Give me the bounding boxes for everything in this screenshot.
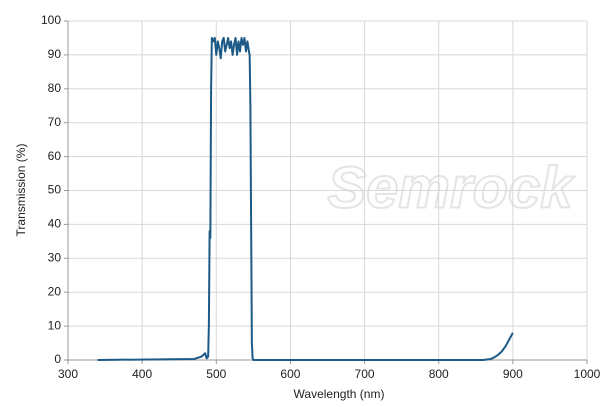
y-tick-label: 60 — [48, 149, 62, 163]
y-tick-label: 10 — [48, 318, 62, 332]
y-tick-label: 50 — [48, 183, 62, 197]
x-tick-label: 400 — [132, 367, 152, 381]
watermark: Semrock — [327, 155, 575, 220]
x-axis-label: Wavelength (nm) — [294, 387, 385, 401]
y-tick-label: 40 — [48, 217, 62, 231]
x-tick-label: 600 — [280, 367, 300, 381]
y-tick-label: 70 — [48, 115, 62, 129]
y-tick-label: 30 — [48, 250, 62, 264]
y-tick-label: 100 — [41, 13, 61, 27]
x-tick-label: 900 — [503, 367, 523, 381]
y-axis-label: Transmission (%) — [14, 144, 28, 237]
x-tick-label: 700 — [355, 367, 375, 381]
data-line — [97, 36, 514, 361]
x-tick-label: 1000 — [574, 367, 601, 381]
x-tick-label: 300 — [58, 367, 78, 381]
y-tick-label: 90 — [48, 47, 62, 61]
x-tick-label: 500 — [206, 367, 226, 381]
x-tick-label: 800 — [429, 367, 449, 381]
y-tick-label: 80 — [48, 81, 62, 95]
y-tick-label: 0 — [54, 352, 61, 366]
y-tick-label: 20 — [48, 284, 62, 298]
